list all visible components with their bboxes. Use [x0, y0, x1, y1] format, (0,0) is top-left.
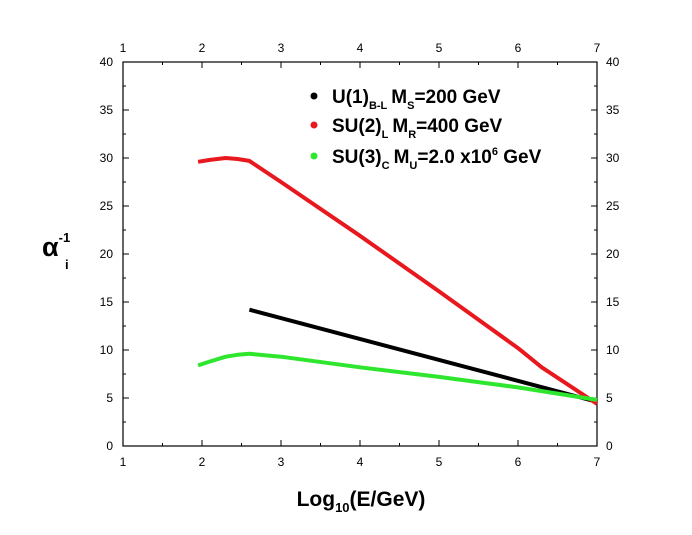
- x-tick-label-bottom: 4: [357, 455, 364, 469]
- y-tick-label-right: 30: [606, 151, 620, 165]
- x-tick-label-top: 6: [515, 41, 522, 55]
- legend-su2-label-sub: L: [382, 129, 389, 141]
- y-axis-title-sub: i: [65, 257, 69, 272]
- legend-su3-value-sup: 6: [492, 146, 498, 158]
- legend: U(1)B-L MS=200 GeV SU(2)L MR=400 GeV SU(3)…: [310, 87, 542, 172]
- legend-u1-scale-sub: S: [407, 100, 414, 112]
- legend-entry-su3: SU(3)C MU=2.0 x106 GeV: [332, 146, 542, 172]
- x-tick-label-bottom: 3: [278, 455, 285, 469]
- y-tick-label-right: 20: [606, 247, 620, 261]
- legend-marker-su3: [310, 152, 318, 160]
- x-tick-label-bottom: 6: [515, 455, 522, 469]
- y-tick-label-left: 10: [100, 343, 114, 357]
- y-axis-title: α-1 i: [42, 230, 70, 272]
- series-line-su3: [197, 351, 598, 402]
- x-tick-label-top: 5: [436, 41, 443, 55]
- legend-u1-value: =200 GeV: [414, 87, 500, 108]
- legend-su2-scale-sub: R: [408, 129, 416, 141]
- legend-su2-scale: M: [392, 116, 408, 137]
- legend-su2-value: =400 GeV: [416, 116, 502, 137]
- y-tick-label-right: 10: [606, 343, 620, 357]
- legend-marker-su2: [310, 121, 318, 129]
- legend-su3-scale-sub: U: [409, 160, 417, 172]
- y-tick-label-right: 15: [606, 295, 620, 309]
- legend-u1-scale: M: [391, 87, 407, 108]
- legend-marker-u1: [310, 92, 318, 100]
- legend-u1-label: U(1): [332, 87, 369, 108]
- x-tick-label-bottom: 1: [120, 455, 127, 469]
- legend-su3-scale: M: [394, 147, 410, 168]
- y-tick-label-right: 0: [606, 439, 613, 453]
- y-tick-label-left: 0: [106, 439, 113, 453]
- x-tick-label-top: 7: [594, 41, 601, 55]
- x-axis-title-rest: (E/GeV): [350, 488, 426, 511]
- legend-su3-value-pre: =2.0 x10: [417, 147, 492, 168]
- y-tick-label-left: 40: [100, 55, 114, 69]
- legend-u1-label-sub: B-L: [369, 100, 388, 112]
- legend-entry-su2: SU(2)L MR=400 GeV: [332, 116, 503, 141]
- y-tick-label-right: 5: [606, 391, 613, 405]
- y-tick-label-left: 5: [106, 391, 113, 405]
- legend-su3-value-post: GeV: [498, 147, 542, 168]
- x-tick-label-bottom: 2: [199, 455, 206, 469]
- y-tick-label-right: 35: [606, 103, 620, 117]
- x-tick-label-top: 1: [120, 41, 127, 55]
- legend-su2-label: SU(2): [332, 116, 382, 137]
- series-lines: [197, 156, 599, 406]
- series-line-u1: [248, 307, 598, 404]
- y-axis-title-main: α: [42, 232, 59, 262]
- y-tick-label-right: 25: [606, 199, 620, 213]
- y-tick-label-left: 30: [100, 151, 114, 165]
- y-tick-label-left: 20: [100, 247, 114, 261]
- legend-su3-label: SU(3): [332, 147, 382, 168]
- x-tick-label-top: 2: [199, 41, 206, 55]
- y-tick-label-left: 35: [100, 103, 114, 117]
- series-line-su2: [197, 156, 599, 406]
- legend-su3-label-sub: C: [382, 160, 390, 172]
- legend-entry-u1: U(1)B-L MS=200 GeV: [332, 87, 501, 112]
- y-tick-label-right: 40: [606, 55, 620, 69]
- x-tick-label-top: 4: [357, 41, 364, 55]
- x-tick-label-top: 3: [278, 41, 285, 55]
- y-tick-label-left: 25: [100, 199, 114, 213]
- x-tick-label-bottom: 5: [436, 455, 443, 469]
- x-axis-title: Log10(E/GeV): [297, 488, 426, 515]
- x-axis-title-main: Log: [297, 488, 335, 511]
- y-axis-title-sup: -1: [59, 230, 71, 245]
- x-tick-label-bottom: 7: [594, 455, 601, 469]
- y-tick-label-left: 15: [100, 295, 114, 309]
- x-axis-title-sub: 10: [335, 500, 349, 515]
